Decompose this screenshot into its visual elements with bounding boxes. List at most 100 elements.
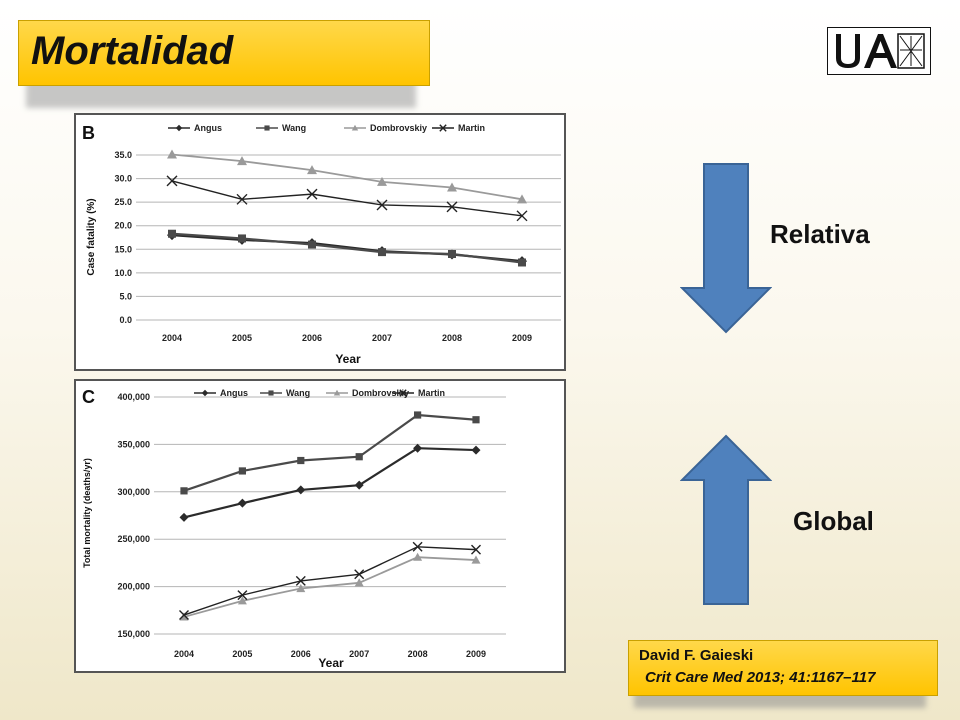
- legend-marker: [175, 124, 183, 132]
- legend-marker: [201, 389, 209, 397]
- y-axis-label: Total mortality (deaths/yr): [82, 458, 92, 568]
- data-point: [414, 411, 422, 419]
- y-tick-label: 0.0: [119, 315, 132, 325]
- legend-marker: [333, 389, 341, 396]
- legend-label: Dombrovskiy: [352, 388, 409, 398]
- data-point: [238, 467, 246, 475]
- y-tick-label: 200,000: [117, 582, 150, 592]
- legend-label: Angus: [194, 123, 222, 133]
- uam-logo-mark: [836, 33, 925, 69]
- y-tick-label: 300,000: [117, 487, 150, 497]
- data-point: [297, 456, 305, 465]
- data-point: [517, 194, 527, 204]
- data-point: [376, 199, 388, 211]
- data-point: [166, 175, 178, 187]
- legend-marker: [439, 124, 447, 132]
- data-point: [296, 583, 306, 593]
- y-tick-label: 25.0: [114, 197, 132, 207]
- y-tick-label: 5.0: [119, 291, 132, 301]
- data-point: [377, 176, 387, 186]
- data-point: [447, 182, 457, 192]
- series-line: [183, 546, 477, 616]
- citation-author: David F. Gaieski: [639, 647, 754, 664]
- data-point: [412, 541, 423, 552]
- label-global: Global: [793, 506, 874, 536]
- legend-label: Wang: [286, 388, 310, 398]
- slide-title: Mortalidad: [31, 29, 234, 73]
- data-point: [236, 193, 248, 205]
- citation-box: David F. Gaieski Crit Care Med 2013; 41:…: [628, 640, 938, 696]
- x-tick-label: 2006: [291, 649, 311, 659]
- data-point: [354, 578, 364, 587]
- y-tick-label: 30.0: [114, 174, 132, 184]
- legend-marker: [264, 125, 270, 131]
- y-tick-label: 10.0: [114, 268, 132, 278]
- data-point: [518, 258, 526, 267]
- data-point: [296, 485, 306, 495]
- y-tick-label: 400,000: [117, 392, 150, 402]
- x-tick-label: 2004: [174, 649, 194, 659]
- data-point: [237, 590, 248, 601]
- x-tick-label: 2009: [466, 649, 486, 659]
- data-point: [237, 498, 247, 508]
- data-point: [413, 443, 423, 453]
- y-tick-label: 250,000: [117, 534, 150, 544]
- data-point: [180, 487, 188, 495]
- data-point: [168, 229, 176, 238]
- x-tick-label: 2007: [349, 649, 369, 659]
- series-line: [183, 447, 477, 519]
- arrow-up-icon: [680, 434, 772, 605]
- data-point: [471, 555, 481, 564]
- x-axis-label: Year: [318, 656, 344, 670]
- data-point: [238, 234, 246, 243]
- legend-label: Angus: [220, 388, 248, 398]
- y-tick-label: 150,000: [117, 629, 150, 639]
- data-point: [179, 610, 189, 621]
- series-line: [171, 153, 523, 201]
- data-point: [446, 201, 458, 213]
- data-point: [413, 552, 423, 561]
- title-banner: Mortalidad: [18, 20, 430, 86]
- uam-logo: [827, 27, 931, 75]
- data-point: [378, 248, 386, 257]
- citation-journal: Crit Care Med 2013; 41:1167–117: [645, 669, 876, 686]
- data-point: [471, 544, 481, 555]
- arrow-down-icon: [680, 163, 772, 334]
- legend-marker: [351, 124, 359, 131]
- series-line: [171, 180, 523, 217]
- chart-panel-case-fatality: B 0.0 5.0 10.0 15.0 20.0 25.0 30.0 35.0 2004 2005 2…: [74, 113, 566, 371]
- data-point: [179, 512, 189, 522]
- data-point: [354, 480, 364, 490]
- legend-marker: [399, 389, 407, 397]
- data-point: [448, 250, 456, 258]
- total-mortality-chart: C 150,000 200,000 250,000 300,000 350,000 400,…: [82, 387, 506, 670]
- y-tick-label: 20.0: [114, 221, 132, 231]
- data-point: [179, 612, 189, 621]
- label-relativa: Relativa: [770, 219, 870, 249]
- data-point: [472, 416, 480, 424]
- chart-panel-total-mortality: C 150,000 200,000 250,000 300,000 350,000 400,…: [74, 379, 566, 673]
- y-axis-label: Case fatality (%): [86, 198, 97, 275]
- legend-label: Martin: [458, 123, 485, 133]
- x-tick-label: 2005: [232, 333, 252, 343]
- case-fatality-chart: B 0.0 5.0 10.0 15.0 20.0 25.0 30.0 35.0 2004 2005 2…: [82, 123, 561, 366]
- data-point: [307, 165, 317, 175]
- series-line: [171, 232, 523, 264]
- series-line: [183, 413, 477, 492]
- x-axis-label: Year: [335, 352, 361, 366]
- data-point: [516, 210, 528, 222]
- data-point: [237, 596, 247, 605]
- x-tick-label: 2004: [162, 333, 182, 343]
- y-tick-label: 350,000: [117, 439, 150, 449]
- data-point: [308, 240, 316, 249]
- x-tick-label: 2007: [372, 333, 392, 343]
- x-tick-label: 2006: [302, 333, 322, 343]
- data-point: [354, 569, 365, 580]
- legend-label: Dombrovskiy: [370, 123, 427, 133]
- data-point: [471, 445, 481, 455]
- x-tick-label: 2009: [512, 333, 532, 343]
- legend-label: Wang: [282, 123, 306, 133]
- data-point: [306, 188, 318, 200]
- data-point: [237, 156, 247, 166]
- x-tick-label: 2008: [408, 649, 428, 659]
